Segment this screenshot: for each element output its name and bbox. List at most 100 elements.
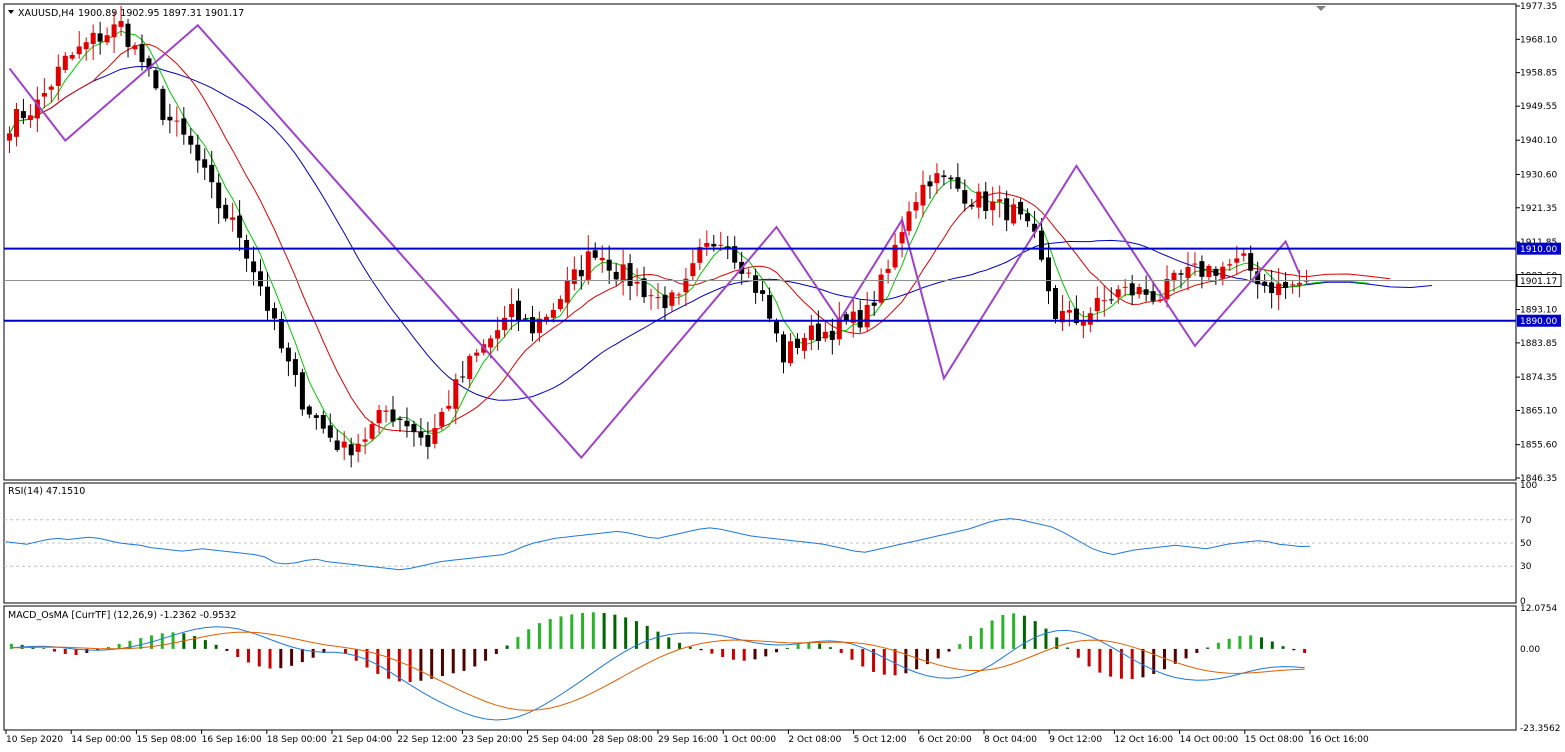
rsi-tick-label: 70: [1520, 516, 1532, 526]
bull-candle: [34, 99, 40, 119]
bear-candle: [941, 175, 947, 178]
bull-candle: [718, 244, 724, 246]
bull-candle: [495, 330, 501, 339]
level-price-tag: [1517, 314, 1561, 327]
rsi-line: [5, 518, 1311, 571]
bull-candle: [1122, 286, 1128, 288]
bear-candle: [425, 435, 431, 447]
bear-candle: [1073, 308, 1079, 323]
bull-candle: [27, 115, 33, 120]
price-tick-label: 1958.85: [1520, 69, 1557, 79]
bull-candle: [801, 337, 807, 351]
price-tick-label: 1949.55: [1520, 102, 1557, 112]
bull-candle: [1164, 279, 1170, 300]
bear-candle: [711, 243, 717, 247]
bear-candle: [397, 418, 403, 420]
time-tick-label: 21 Sep 04:00: [332, 735, 392, 745]
bear-candle: [829, 330, 835, 340]
bull-candle: [355, 443, 361, 452]
bear-candle: [299, 372, 305, 410]
level-price-label: 1890.00: [1520, 317, 1557, 327]
price-tick-label: 1883.85: [1520, 339, 1557, 349]
bear-candle: [139, 44, 145, 62]
bull-candle: [1157, 299, 1163, 301]
time-tick-label: 12 Oct 16:00: [1114, 735, 1173, 745]
bear-candle: [606, 259, 612, 271]
bull-candle: [509, 304, 515, 317]
price-tick-label: 1846.35: [1520, 474, 1557, 484]
bull-candle: [502, 317, 508, 331]
price-tick-label: 1874.35: [1520, 373, 1557, 383]
bull-candle: [788, 341, 793, 364]
bull-candle: [1234, 258, 1240, 263]
bull-candle: [488, 338, 494, 348]
bear-candle: [1255, 271, 1261, 285]
time-tick-label: 10 Sep 2020: [6, 735, 63, 745]
time-tick-label: 5 Oct 12:00: [854, 735, 907, 745]
macd-panel[interactable]: [3, 605, 1517, 731]
bear-candle: [327, 425, 333, 438]
bear-candle: [320, 415, 326, 429]
current-price-tag: [1516, 273, 1562, 287]
bear-candle: [390, 409, 396, 422]
bear-candle: [1004, 198, 1010, 221]
bull-candle: [697, 247, 703, 263]
bull-candle: [634, 281, 640, 284]
rsi-tick-label: 100: [1520, 481, 1537, 491]
rsi-tick-label: 30: [1520, 562, 1532, 572]
bull-candle: [69, 55, 75, 59]
time-axis: 10 Sep 2020 14 Sep 00:00 15 Sep 08:00 16 Se…: [5, 730, 1369, 745]
time-tick-label: 9 Oct 12:00: [1049, 735, 1102, 745]
bear-candle: [285, 347, 291, 362]
price-tick-label: 1855.60: [1520, 441, 1557, 451]
time-tick-label: 15 Sep 08:00: [136, 735, 196, 745]
bull-candle: [906, 211, 912, 231]
bear-candle: [857, 310, 863, 328]
bear-candle: [265, 286, 270, 311]
bull-candle: [383, 410, 389, 412]
bull-candle: [990, 201, 996, 211]
shift-marker-icon[interactable]: [1316, 6, 1326, 11]
rsi-plot: [4, 518, 1516, 571]
bear-candle: [927, 181, 933, 187]
price-tick-label: 1921.35: [1520, 204, 1557, 214]
price-panel[interactable]: [3, 3, 1517, 481]
bull-candle: [1101, 300, 1107, 302]
rsi-tick-label: 0: [1520, 597, 1526, 607]
bull-candle: [620, 264, 626, 282]
bull-candle: [599, 257, 605, 261]
bear-candle: [195, 144, 201, 161]
bear-candle: [578, 270, 584, 277]
bear-candle: [272, 308, 277, 319]
bear-candle: [781, 334, 786, 363]
bull-candle: [655, 297, 661, 299]
bull-candle: [690, 263, 696, 277]
macd-title: MACD_OsMA [CurrTF] (12,26,9) -1.2362 -0.…: [8, 610, 236, 621]
bull-candle: [1304, 280, 1309, 282]
bull-candle: [571, 269, 577, 284]
bull-candle: [808, 325, 814, 340]
bull-candle: [648, 295, 654, 297]
bear-candle: [760, 290, 766, 294]
bull-candle: [704, 243, 710, 247]
bull-candle: [41, 93, 47, 97]
mid-ma-line: [9, 43, 1391, 433]
time-tick-label: 1 Oct 00:00: [723, 735, 776, 745]
bull-candle: [376, 410, 382, 424]
time-tick-label: 25 Sep 04:00: [528, 735, 588, 745]
bull-candle: [1059, 311, 1065, 323]
collapse-triangle-icon[interactable]: [8, 10, 14, 14]
bull-candle: [90, 32, 96, 44]
bull-candle: [369, 424, 375, 439]
bear-candle: [237, 215, 243, 238]
rsi-tick-label: 50: [1520, 539, 1532, 549]
macd-signal-line: [11, 631, 1305, 711]
bear-candle: [404, 420, 410, 427]
bear-candle: [292, 359, 298, 375]
bear-candle: [1199, 261, 1205, 277]
bear-candle: [948, 177, 954, 180]
bear-candle: [641, 278, 647, 298]
bull-candle: [111, 24, 117, 38]
bear-candle: [1143, 289, 1149, 295]
